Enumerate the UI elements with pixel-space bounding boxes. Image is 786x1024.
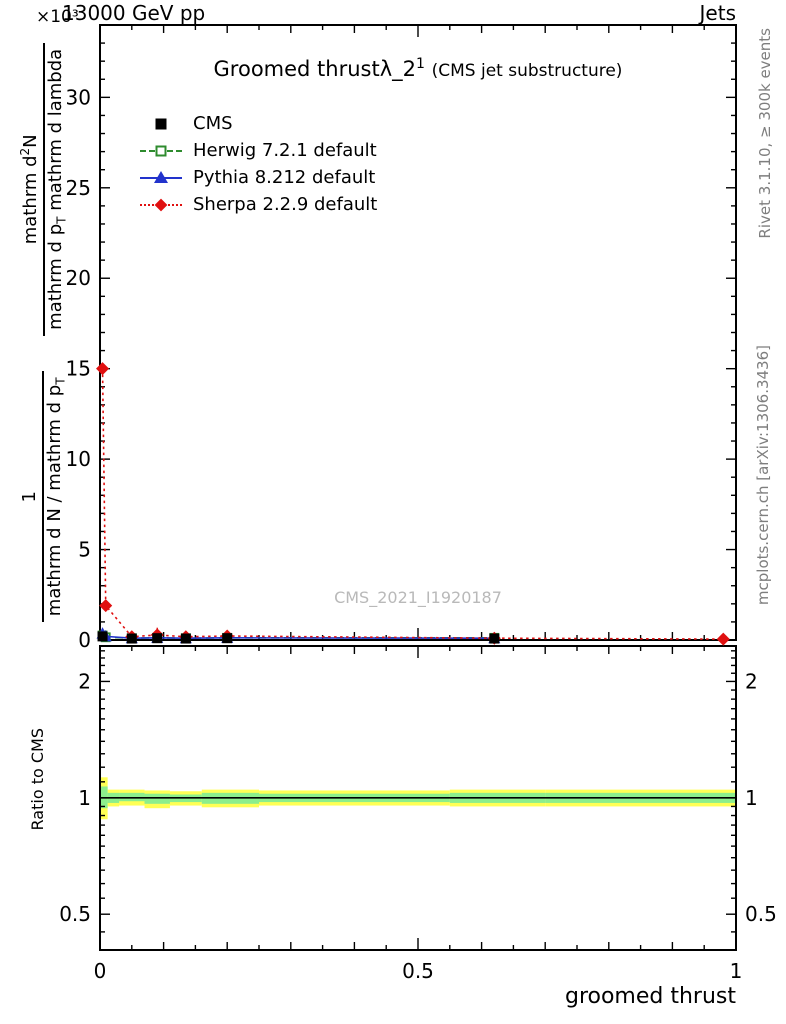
svg-text:0.5: 0.5 <box>59 902 91 926</box>
pythia-solid-triangle-marker-icon <box>138 169 184 187</box>
legend-item-herwig: Herwig 7.2.1 default <box>138 137 377 164</box>
svg-text:25: 25 <box>66 176 91 200</box>
svg-text:0.5: 0.5 <box>402 959 434 983</box>
svg-text:0: 0 <box>94 959 107 983</box>
plot-title-name: Groomed thrust <box>213 57 380 81</box>
svg-text:2: 2 <box>745 669 758 693</box>
svg-text:2: 2 <box>78 669 91 693</box>
herwig-dashed-open-square-marker-icon <box>138 142 184 160</box>
svg-text:1: 1 <box>78 786 91 810</box>
series-cms <box>97 631 500 644</box>
legend-label-pythia: Pythia 8.212 default <box>193 167 376 188</box>
svg-text:0.5: 0.5 <box>745 902 777 926</box>
legend-label-herwig: Herwig 7.2.1 default <box>193 140 377 161</box>
svg-text:0: 0 <box>78 628 91 652</box>
frac1-denominator: mathrm d N / mathrm d pT <box>43 377 68 617</box>
plot-title-suffix: (CMS jet substructure) <box>431 61 623 81</box>
mcplots-note: mcplots.cern.ch [arXiv:1306.3436] <box>754 345 772 606</box>
legend-label-sherpa: Sherpa 2.2.9 default <box>193 194 378 215</box>
y-axis-label-fraction-1: 1 mathrm d N / mathrm d pT <box>19 371 68 623</box>
plot-title: Groomed thrustλ_21 (CMS jet substructure… <box>100 56 736 81</box>
plot-title-symbol: λ_2 <box>379 57 417 81</box>
frac2-denominator: mathrm d pT mathrm d lambda <box>44 48 69 330</box>
svg-text:15: 15 <box>66 357 91 381</box>
cms-square-marker-icon <box>138 115 184 133</box>
frac2-numerator: mathrm d2N <box>18 42 45 336</box>
y-axis-label-fraction-2: mathrm d2N mathrm d pT mathrm d lambda <box>18 42 69 336</box>
svg-text:10: 10 <box>66 447 91 471</box>
beam-energy-label: 13000 GeV pp <box>62 1 206 25</box>
legend-label-cms: CMS <box>193 113 233 134</box>
x-axis-label: groomed thrust <box>564 984 736 1009</box>
legend: CMS Herwig 7.2.1 default Pythia 8.212 de… <box>138 110 377 218</box>
plot-title-exponent: 1 <box>416 56 425 72</box>
svg-text:1: 1 <box>745 786 758 810</box>
svg-text:30: 30 <box>66 85 91 109</box>
legend-item-sherpa: Sherpa 2.2.9 default <box>138 191 377 218</box>
svg-text:20: 20 <box>66 266 91 290</box>
legend-item-cms: CMS <box>138 110 377 137</box>
rivet-version-note: Rivet 3.1.10, ≥ 300k events <box>756 28 774 239</box>
ratio-axis-label: Ratio to CMS <box>28 728 47 831</box>
legend-item-pythia: Pythia 8.212 default <box>138 164 377 191</box>
analysis-category-label: Jets <box>699 1 736 25</box>
watermark: CMS_2021_I1920187 <box>334 588 502 607</box>
sherpa-dotted-diamond-marker-icon <box>138 196 184 214</box>
y-axis-scale-multiplier: ×10³ <box>36 7 79 27</box>
frac1-numerator: 1 <box>19 371 44 623</box>
svg-text:1: 1 <box>730 959 743 983</box>
y-axis-label: 1 mathrm d N / mathrm d pT mathrm d2N ma… <box>6 25 82 640</box>
svg-text:5: 5 <box>78 538 91 562</box>
